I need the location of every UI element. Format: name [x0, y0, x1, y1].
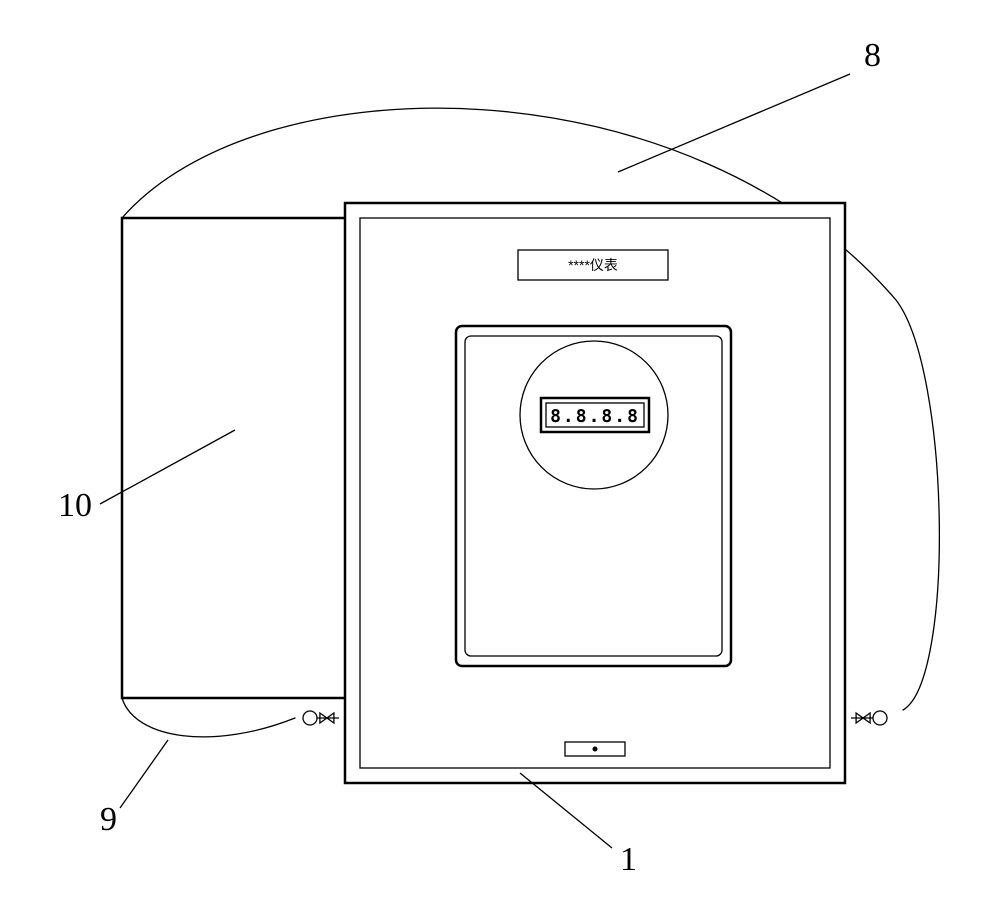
- label-plate-text: ****仪表: [568, 257, 618, 273]
- callout-line-8: [618, 74, 850, 172]
- digits-readout: 8.8.8.8: [550, 406, 640, 427]
- connector-right-ring: [873, 711, 887, 725]
- callout-line-9: [120, 740, 168, 808]
- connector-left-ring: [303, 711, 317, 725]
- bottom-slot-dot: [593, 747, 598, 752]
- cable-left: [122, 698, 295, 737]
- callout-label-8: 8: [864, 37, 881, 74]
- callout-label-1: 1: [620, 841, 637, 878]
- back-cabinet: [122, 218, 360, 698]
- diagram-svg: ****仪表 8.8.8.8 8 10 9 1: [0, 0, 1000, 906]
- callout-label-9: 9: [100, 801, 117, 838]
- callout-label-10: 10: [58, 487, 92, 524]
